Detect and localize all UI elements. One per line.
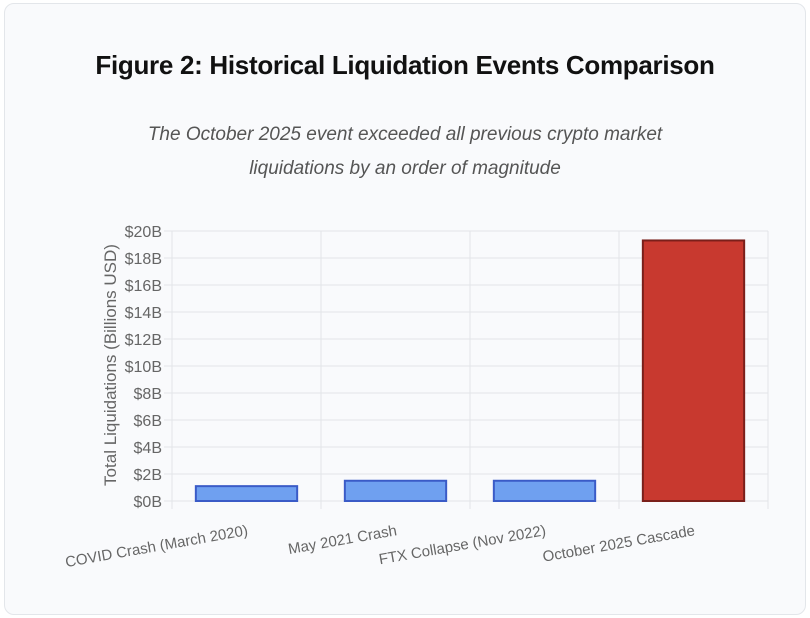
x-tick-label: October 2025 Cascade [541, 522, 696, 566]
y-axis-ticks: $0B $2B $4B $6B $8B $10B $12B $14B $16B $18B $20B [125, 224, 162, 511]
bars [194, 239, 746, 502]
chart-title: Figure 2: Historical Liquidation Events … [95, 50, 715, 80]
bar [194, 485, 299, 502]
y-tick-label: $20B [125, 224, 162, 241]
bar [641, 239, 746, 502]
bar [492, 479, 597, 502]
x-tick-label: FTX Collapse (Nov 2022) [378, 522, 548, 568]
chart-subtitle: The October 2025 event exceeded all prev… [147, 124, 663, 179]
x-tick-label: COVID Crash (March 2020) [64, 522, 249, 571]
x-axis-ticks: COVID Crash (March 2020) May 2021 CrashFT… [64, 522, 696, 571]
y-tick-label: $0B [134, 494, 162, 511]
y-tick-label: $16B [125, 278, 162, 295]
y-tick-label: $4B [134, 440, 162, 457]
y-tick-label: $14B [125, 305, 162, 322]
y-tick-label: $8B [134, 386, 162, 403]
y-tick-label: $10B [125, 359, 162, 376]
y-tick-label: $6B [134, 413, 162, 430]
y-axis-label: Total Liquidations (Billions USD) [101, 244, 120, 486]
bar [343, 479, 448, 502]
y-tick-label: $2B [134, 467, 162, 484]
y-tick-label: $12B [125, 332, 162, 349]
y-tick-label: $18B [125, 251, 162, 268]
